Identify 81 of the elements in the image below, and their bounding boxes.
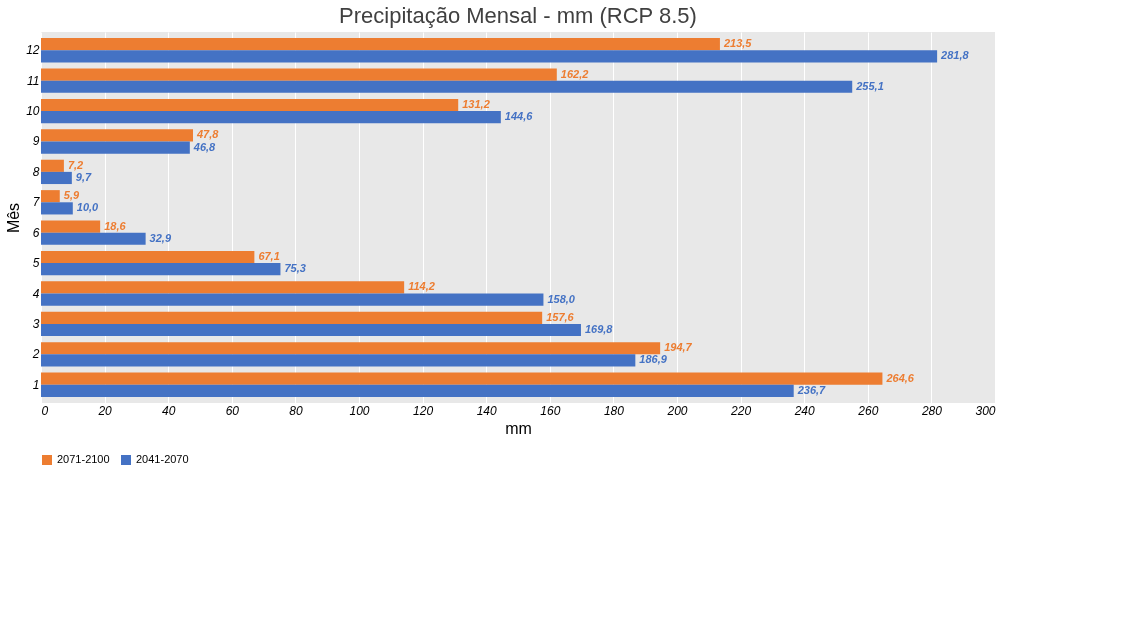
x-tick-label: 260 [857, 403, 879, 418]
bar [41, 311, 543, 324]
data-label: 114,2 [408, 280, 435, 293]
bar [41, 263, 281, 276]
data-label: 46,8 [192, 140, 217, 153]
y-tick-label: 2 [31, 347, 40, 362]
data-label: 144,6 [504, 110, 534, 123]
bar [41, 38, 720, 51]
data-label: 7,2 [67, 158, 84, 171]
data-label: 186,9 [639, 353, 668, 366]
bar [41, 293, 544, 306]
data-label: 131,2 [462, 97, 490, 110]
x-tick-label: 240 [793, 403, 816, 418]
bar [41, 372, 883, 385]
y-tick-label: 1 [32, 377, 40, 392]
data-label: 5,9 [63, 189, 80, 202]
bar [41, 190, 60, 203]
bar [41, 159, 64, 172]
bar [41, 342, 661, 355]
bar [41, 171, 72, 185]
x-tick-label: 60 [225, 403, 240, 418]
data-label: 9,7 [75, 170, 93, 183]
x-tick-label: 180 [603, 403, 625, 418]
bar [41, 354, 636, 367]
bar [41, 129, 193, 142]
data-label: 18,6 [104, 219, 127, 232]
x-tick-label: 160 [540, 403, 561, 418]
bar [41, 111, 501, 124]
y-tick-label: 11 [27, 73, 40, 88]
bar [41, 50, 938, 63]
bar [41, 384, 794, 397]
y-tick-label: 10 [26, 104, 40, 119]
x-axis-title: mm [505, 419, 532, 437]
x-tick-label: 120 [413, 403, 434, 418]
data-label: 213,5 [722, 37, 753, 50]
bar [41, 80, 853, 93]
data-label: 236,7 [796, 383, 827, 396]
data-label: 47,8 [196, 128, 220, 141]
y-tick-label: 6 [32, 225, 40, 240]
legend-label: 2041-2070 [136, 453, 189, 465]
bar [41, 250, 255, 264]
bar [41, 202, 73, 215]
y-tick-label: 8 [32, 164, 40, 179]
y-tick-label: 7 [32, 195, 41, 210]
data-label: 32,9 [149, 231, 172, 244]
y-tick-label: 3 [32, 316, 40, 331]
y-tick-label: 12 [26, 43, 40, 58]
x-tick-label: 0 [41, 403, 49, 418]
x-tick-label: 220 [730, 403, 752, 418]
bar [41, 98, 459, 112]
y-tick-label: 4 [32, 286, 40, 301]
x-tick-label: 280 [920, 403, 943, 418]
bar [41, 220, 101, 233]
legend-label: 2071-2100 [57, 453, 110, 465]
data-label: 157,6 [546, 310, 575, 323]
chart-title: Precipitação Mensal - mm (RCP 8.5) [339, 3, 697, 28]
y-tick-label: 9 [32, 134, 40, 149]
bar [41, 141, 190, 154]
data-label: 194,7 [664, 341, 693, 354]
y-axis-title: Mês [5, 202, 23, 234]
data-label: 162,2 [560, 67, 589, 80]
y-tick-label: 5 [32, 256, 40, 271]
bar [41, 232, 146, 245]
data-label: 255,1 [855, 79, 884, 92]
x-tick-label: 40 [162, 403, 176, 418]
data-label: 75,3 [284, 262, 306, 275]
x-tick-label: 80 [289, 403, 303, 418]
data-label: 169,8 [584, 323, 614, 336]
x-tick-label: 200 [666, 403, 688, 418]
x-tick-label: 20 [97, 403, 113, 418]
x-tick-label: 100 [349, 403, 370, 418]
bar [41, 68, 557, 81]
bar [41, 281, 405, 294]
data-label: 264,6 [885, 371, 915, 384]
bar [41, 323, 581, 337]
data-label: 158,0 [547, 292, 576, 305]
data-label: 67,1 [258, 250, 280, 263]
x-tick-label: 140 [476, 403, 498, 418]
data-label: 281,8 [940, 49, 970, 62]
data-label: 10,0 [76, 201, 100, 214]
x-tick-label: 300 [975, 403, 996, 418]
